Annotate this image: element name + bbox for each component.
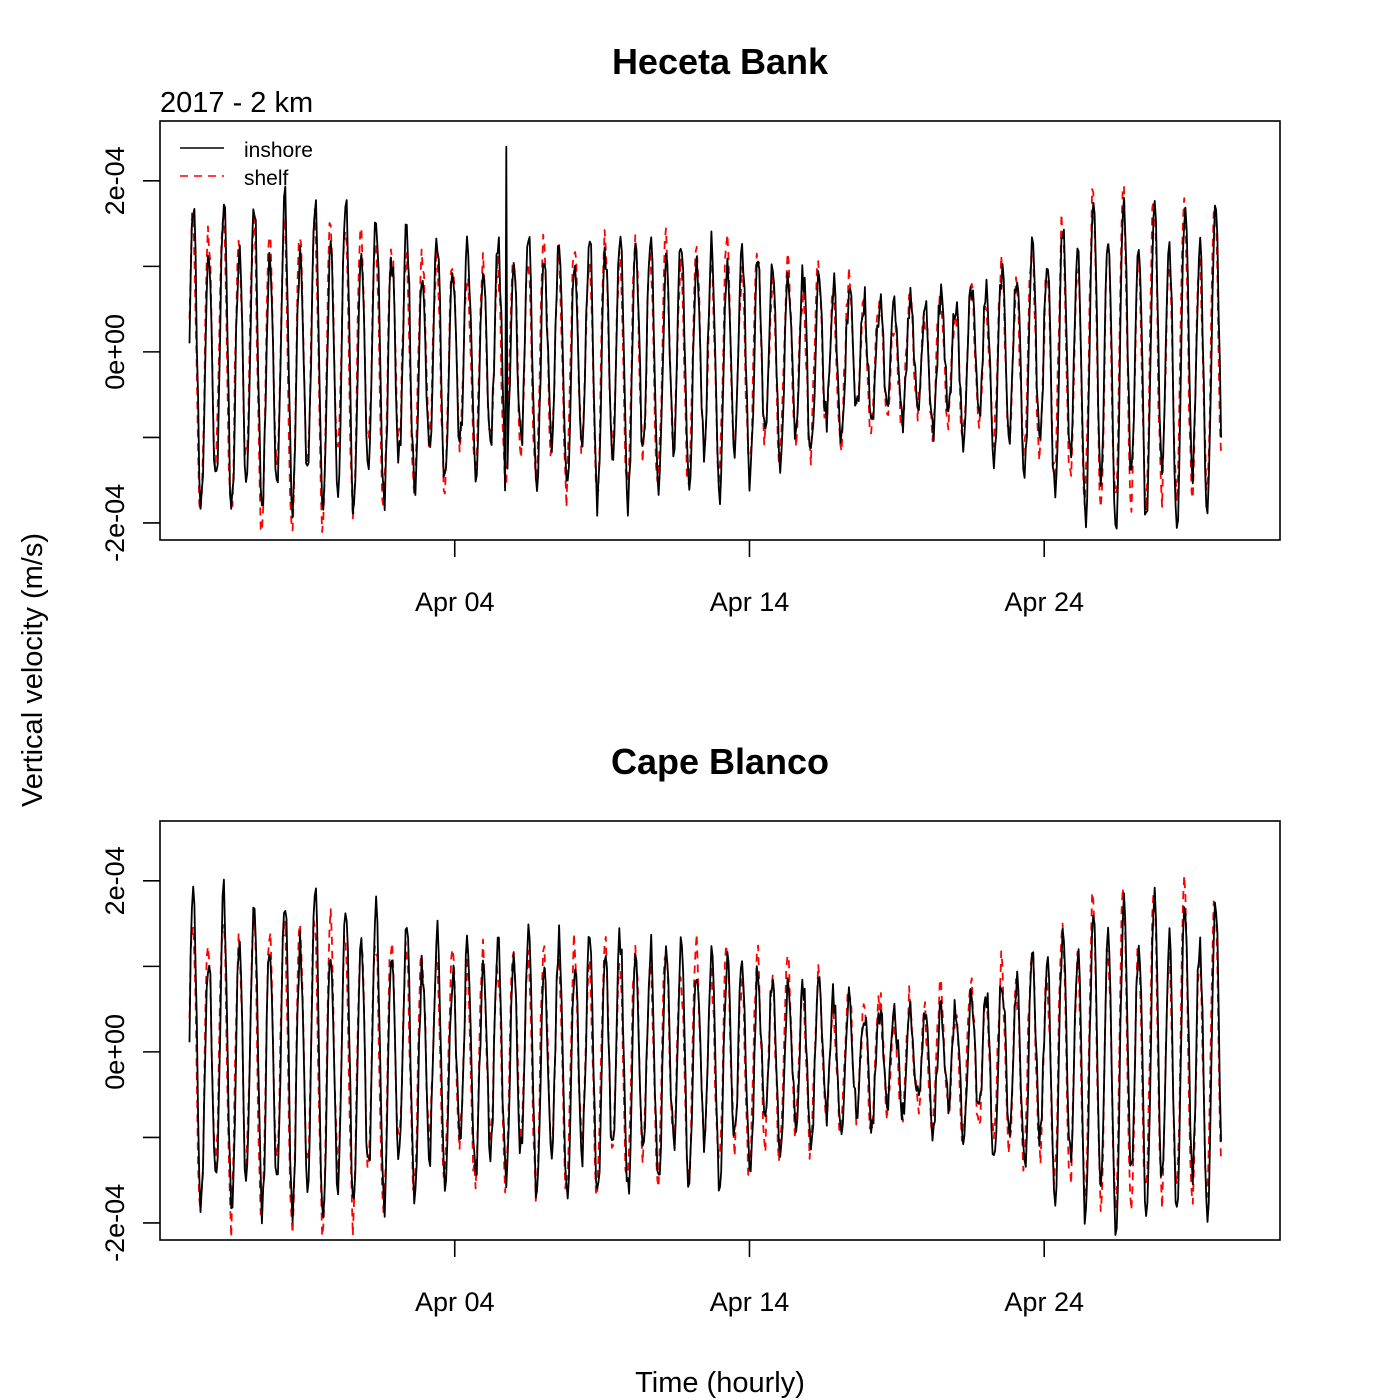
- x-tick-label: Apr 04: [415, 587, 495, 617]
- legend-label-inshore: inshore: [244, 139, 313, 162]
- y-axis-label: Vertical velocity (m/s): [17, 533, 49, 807]
- series-line-inshore: [188, 145, 1222, 530]
- plot-frame: [159, 120, 1281, 541]
- series-layer: [188, 145, 1222, 533]
- x-axis: Apr 04 Apr 14 Apr 24: [415, 540, 1084, 617]
- y-tick-label: -2e-04: [100, 1184, 130, 1262]
- y-tick-label: 2e-04: [100, 846, 130, 915]
- x-tick-label: Apr 24: [1004, 587, 1084, 617]
- panel-cape-blanco: Cape Blanco -2e-04 0e+00 2e-04 Apr 04 Apr 1…: [100, 741, 1281, 1317]
- y-tick-label: 2e-04: [100, 146, 130, 215]
- y-tick-label: 0e+00: [100, 1014, 130, 1090]
- series-layer: [188, 874, 1222, 1239]
- y-tick-label: -2e-04: [100, 484, 130, 562]
- panel-title: Heceta Bank: [612, 41, 829, 82]
- x-axis-label: Time (hourly): [635, 1367, 805, 1399]
- y-axis: -2e-04 0e+00 2e-04: [100, 846, 160, 1262]
- x-tick-label: Apr 04: [415, 1287, 495, 1317]
- y-tick-label: 0e+00: [100, 314, 130, 390]
- x-axis: Apr 04 Apr 14 Apr 24: [415, 1240, 1084, 1317]
- legend-label-shelf: shelf: [244, 167, 289, 190]
- figure-subtitle: 2017 - 2 km: [160, 87, 313, 119]
- y-axis: -2e-04 0e+00 2e-04: [100, 146, 160, 562]
- legend: inshore shelf: [180, 139, 313, 190]
- x-tick-label: Apr 24: [1004, 1287, 1084, 1317]
- plot-frame: [159, 820, 1281, 1241]
- series-line-inshore: [188, 878, 1222, 1236]
- x-tick-label: Apr 14: [710, 1287, 790, 1317]
- x-tick-label: Apr 14: [710, 587, 790, 617]
- panel-heceta-bank: Heceta Bank -2e-04 0e+00 2e-04 Apr 04 Apr 1…: [100, 41, 1281, 617]
- panel-title: Cape Blanco: [611, 741, 829, 782]
